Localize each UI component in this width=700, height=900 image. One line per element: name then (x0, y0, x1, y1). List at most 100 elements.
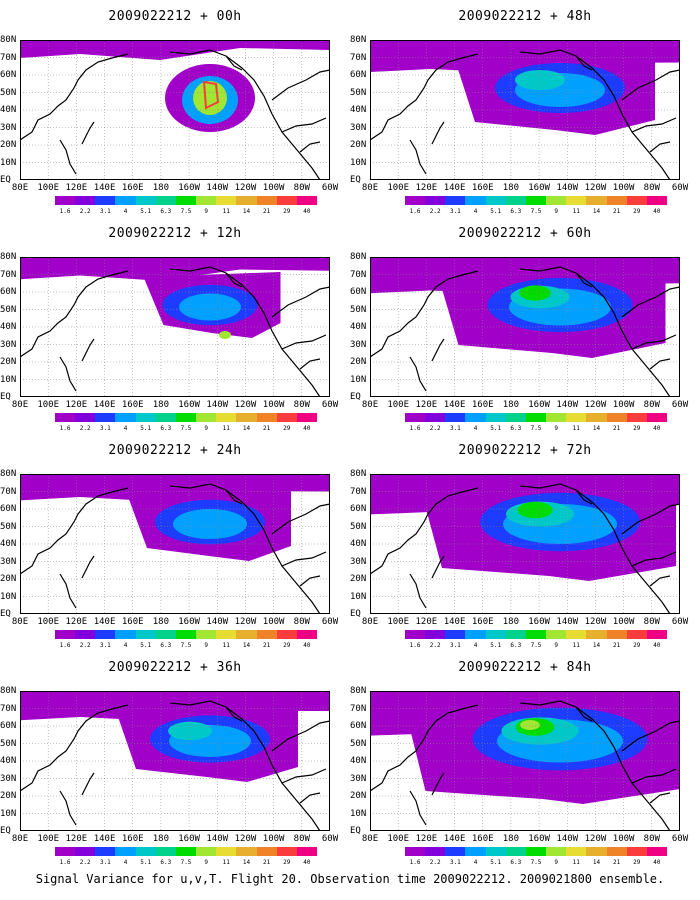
latitude-label: EQ (350, 392, 361, 402)
longitude-label: 80W (643, 617, 660, 627)
legend-value: 21 (612, 208, 621, 215)
latitude-label: 50N (0, 521, 17, 532)
legend-value: 6.3 (510, 642, 522, 649)
legend-swatch (196, 847, 217, 856)
longitude-label: 180 (502, 183, 520, 193)
legend-value: 4 (123, 208, 128, 215)
variance-field (370, 691, 680, 804)
longitude-label: 140W (206, 183, 229, 193)
longitude-label: 140W (556, 617, 579, 627)
longitude-label: 100W (612, 834, 635, 844)
legend-value: 9 (204, 642, 208, 649)
latitude-label: 30N (0, 773, 17, 784)
coastlines (370, 700, 680, 831)
figure-caption: Signal Variance for u,v,T. Flight 20. Ob… (35, 872, 665, 886)
latitude-label: 30N (350, 773, 367, 784)
latitude-label: 10N (350, 591, 367, 602)
legend-swatch (95, 847, 116, 856)
longitude-label: 120E (415, 400, 438, 410)
legend-swatch (405, 847, 426, 856)
legend-swatch (646, 847, 668, 856)
legend-swatch (256, 413, 277, 422)
legend-swatch (175, 630, 197, 639)
legend-swatch (546, 413, 567, 422)
coastlines (20, 49, 330, 180)
legend-labels: 1.6 2.2 3.1 4 5.1 6.3 7.5 9 11 14 21 29 40 (405, 642, 667, 652)
legend-swatch (525, 630, 547, 639)
legend-value: 11 (572, 859, 580, 866)
legend-value: 4 (123, 642, 128, 649)
legend-value: 40 (303, 642, 311, 649)
longitude-label: 120E (415, 183, 438, 193)
legend-swatch (135, 413, 156, 422)
latitude-label: 30N (350, 339, 367, 350)
longitude-label: 140E (443, 183, 466, 193)
longitude-label: 180 (152, 400, 170, 410)
longitude-label: 100W (262, 400, 285, 410)
latitude-label: 70N (0, 269, 17, 280)
legend-swatch (425, 413, 446, 422)
legend-value: 29 (283, 642, 291, 649)
legend-swatch (566, 847, 587, 856)
longitude-label: 160W (528, 183, 550, 193)
longitude-label: 160W (178, 834, 200, 844)
latitude-label: 50N (350, 87, 367, 98)
longitude-label: 160E (121, 183, 144, 193)
longitude-label: 100W (262, 834, 285, 844)
legend-value: 3.1 (449, 642, 461, 649)
variance-map (20, 691, 330, 831)
longitude-label: 180 (152, 834, 170, 844)
legend-value: 9 (554, 208, 558, 215)
legend-swatch (626, 196, 647, 205)
latitude-label: 30N (350, 556, 367, 567)
legend-swatch (155, 630, 176, 639)
legend-value: 40 (653, 425, 661, 432)
legend-swatch (216, 196, 237, 205)
longitude-label: 180 (152, 617, 170, 627)
legend-value: 21 (262, 208, 271, 215)
legend-value: 1.6 (409, 642, 421, 649)
legend-value: 2.2 (79, 208, 91, 215)
color-legend (405, 630, 668, 639)
legend-swatch (75, 847, 96, 856)
longitude-label: 160W (178, 400, 200, 410)
legend-swatch (505, 196, 526, 205)
legend-swatch (155, 196, 176, 205)
legend-value: 3.1 (99, 208, 111, 215)
longitude-label: 120E (65, 617, 88, 627)
legend-value: 7.5 (180, 425, 192, 432)
color-legend (55, 630, 318, 639)
legend-value: 4 (473, 208, 478, 215)
legend-value: 9 (554, 642, 558, 649)
longitude-label: 160E (121, 400, 144, 410)
legend-swatch (485, 847, 506, 856)
legend-value: 9 (554, 425, 558, 432)
legend-value: 6.3 (510, 425, 522, 432)
legend-swatch (256, 847, 277, 856)
variance-field (20, 40, 330, 132)
variance-field (370, 257, 680, 358)
latitude-label: 40N (0, 322, 17, 332)
legend-swatch (646, 630, 668, 639)
latitude-label: 80N (350, 469, 367, 479)
panel-title: 2009022212 + 48h (458, 9, 592, 24)
map-panel: 2009022212 + 72h 80N 70N 60N 50N 40N 30N 20N 10N… (350, 434, 700, 657)
legend-swatch (236, 630, 257, 639)
legend-swatch (586, 847, 607, 856)
graticule (370, 257, 680, 397)
coastlines (20, 483, 330, 614)
latitude-label: 10N (0, 808, 17, 819)
legend-swatch (135, 196, 156, 205)
legend-value: 29 (633, 208, 641, 215)
longitude-label: 100W (262, 183, 285, 193)
latitude-label: 10N (350, 157, 367, 168)
map-panel: 2009022212 + 48h 80N 70N 60N 50N 40N 30N 20N 10N… (350, 0, 700, 223)
legend-value: 11 (572, 208, 580, 215)
legend-swatch (75, 630, 96, 639)
panel-title: 2009022212 + 12h (108, 226, 242, 241)
longitude-label: 180 (502, 834, 520, 844)
longitude-label: 100E (387, 834, 410, 844)
latitude-label: 70N (350, 269, 367, 280)
legend-swatch (606, 196, 627, 205)
graticule (20, 40, 330, 180)
